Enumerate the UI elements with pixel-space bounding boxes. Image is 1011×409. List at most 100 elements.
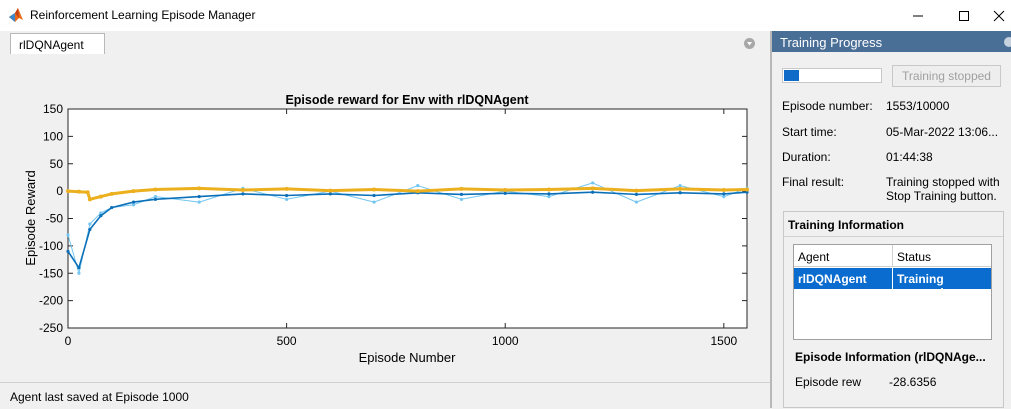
average-reward-point <box>99 214 103 218</box>
episode-reward-point <box>459 197 464 201</box>
episode-reward-point <box>591 181 595 185</box>
x-tick-label: 1000 <box>492 334 519 348</box>
tab-label: rlDQNAgent <box>19 38 84 52</box>
duration-value: 01:44:38 <box>886 150 933 164</box>
column-header-agent[interactable]: Agent <box>794 245 893 267</box>
final-result-value: Training stopped with Stop Training butt… <box>886 175 1000 203</box>
episode-q0-point <box>66 189 70 194</box>
average-reward-point <box>678 191 682 195</box>
table-row[interactable]: rlDQNAgent Training stopped <box>794 268 991 300</box>
window-titlebar: Reinforcement Learning Episode Manager <box>0 0 1011 31</box>
episode-reward-point <box>547 195 551 199</box>
column-header-status[interactable]: Status <box>893 245 991 267</box>
episode-reward-point <box>77 271 81 275</box>
average-reward-point <box>153 197 158 201</box>
panel-header-title: Training Progress <box>780 35 883 50</box>
episode-q0-point <box>76 189 81 194</box>
episode-q0-point <box>459 186 464 191</box>
episode-q0-point <box>98 194 103 199</box>
progress-bar-fill <box>784 70 799 81</box>
episode-reward-point <box>131 203 136 207</box>
episode-reward-point <box>678 184 682 188</box>
minimize-button[interactable] <box>895 0 941 31</box>
episode-q0-point <box>109 191 114 196</box>
episode-q0-line <box>67 186 748 201</box>
collapse-icon[interactable] <box>1004 37 1011 47</box>
document-tabstrip: rlDQNAgent <box>0 31 770 55</box>
y-axis-label: Episode Reward <box>23 170 38 265</box>
y-tick-label: 0 <box>56 184 63 198</box>
episode-q0-point <box>153 187 158 192</box>
average-reward-point <box>110 205 114 210</box>
average-reward-point <box>77 266 81 270</box>
average-reward-point <box>591 190 595 194</box>
maximize-icon <box>959 10 969 21</box>
average-reward-point <box>372 193 376 198</box>
status-bar: Agent last saved at Episode 1000 <box>0 382 770 409</box>
average-reward-point <box>459 192 464 197</box>
close-button[interactable] <box>987 0 1011 31</box>
episode-reward-value: -28.6356 <box>889 375 937 389</box>
x-axis: 0 500 1000 1500 <box>65 109 737 348</box>
x-tick-label: 500 <box>277 334 297 348</box>
tab-menu-icon[interactable] <box>744 38 755 49</box>
agent-cell: rlDQNAgent <box>794 268 893 289</box>
y-tick-label: -50 <box>46 212 64 226</box>
minimize-icon <box>913 15 923 16</box>
window-title: Reinforcement Learning Episode Manager <box>30 8 256 22</box>
episode-q0-point <box>721 188 726 193</box>
episode-q0-point <box>328 188 333 193</box>
average-reward-point <box>88 227 92 232</box>
maximize-button[interactable] <box>941 0 987 31</box>
episode-reward-point <box>634 200 638 204</box>
training-progress-panel: Training Progress Training stopped Episo… <box>772 31 1011 408</box>
episode-q0-point <box>284 186 289 191</box>
episode-q0-point <box>240 188 245 193</box>
final-result-label: Final result: <box>782 175 845 189</box>
average-reward-point <box>131 200 136 204</box>
average-reward-point <box>503 191 507 195</box>
agent-status-table: Agent Status rlDQNAgent Training stopped <box>793 244 992 340</box>
duration-label: Duration: <box>782 150 831 164</box>
episode-q0-point <box>745 187 749 192</box>
episode-q0-series <box>66 186 749 202</box>
tab-rldqnagent[interactable]: rlDQNAgent <box>10 33 105 54</box>
episode-q0-point <box>678 186 683 191</box>
episode-reward-point <box>99 211 103 215</box>
y-tick-label: 100 <box>43 129 63 143</box>
close-icon <box>993 10 1005 21</box>
episode-reward-chart: Episode reward for Env with rlDQNAgent -… <box>23 93 749 365</box>
episode-q0-point <box>372 187 377 192</box>
episode-q0-point <box>634 188 639 193</box>
episode-reward-point <box>66 233 70 237</box>
training-progress-bar <box>782 68 882 83</box>
average-reward-point <box>328 192 332 196</box>
episode-reward-point <box>88 222 92 226</box>
average-reward-point <box>547 192 551 196</box>
average-reward-point <box>197 195 201 199</box>
episode-reward-point <box>722 195 726 199</box>
training-stopped-button[interactable]: Training stopped <box>892 65 1001 87</box>
panel-header: Training Progress <box>772 31 1011 52</box>
episode-reward-point <box>416 184 420 188</box>
episode-q0-point <box>85 190 90 195</box>
episode-q0-point <box>87 197 92 202</box>
average-reward-point <box>722 192 726 196</box>
chart-title: Episode reward for Env with rlDQNAgent <box>285 93 529 107</box>
average-reward-series <box>66 190 749 270</box>
x-tick-label: 0 <box>65 334 72 348</box>
episode-q0-point <box>546 187 551 192</box>
start-time-value: 05-Mar-2022 13:06... <box>886 125 999 139</box>
episode-number-value: 1553/10000 <box>886 99 950 113</box>
average-reward-point <box>634 192 638 197</box>
average-reward-point <box>285 193 289 198</box>
y-tick-label: -250 <box>39 321 63 335</box>
training-information-title: Training Information <box>788 218 904 232</box>
episode-reward-point <box>285 197 289 201</box>
panel-divider[interactable] <box>770 31 772 408</box>
average-reward-point <box>745 190 749 194</box>
episode-reward-point <box>197 200 201 204</box>
y-tick-label: 150 <box>43 102 63 116</box>
episode-q0-point <box>415 189 420 194</box>
y-tick-label: -150 <box>39 266 63 280</box>
